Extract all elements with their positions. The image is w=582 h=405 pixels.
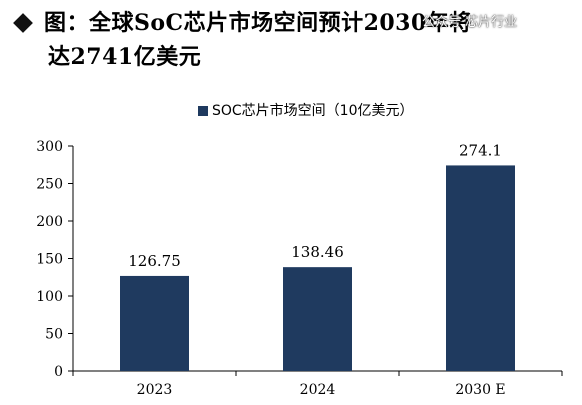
- y-tick-label: 200: [36, 214, 63, 230]
- legend-swatch: [198, 106, 208, 116]
- y-tick-label: 0: [54, 364, 63, 380]
- x-tick-label: 2030 E: [455, 382, 505, 398]
- watermark: 公众号·芯片行业: [422, 15, 518, 30]
- x-tick-label: 2023: [137, 382, 173, 398]
- y-tick-label: 100: [36, 289, 63, 305]
- chart-title-line2: 达2741亿美元: [48, 44, 202, 70]
- bar-value-label: 138.46: [291, 243, 344, 261]
- bar-value-label: 126.75: [128, 252, 181, 270]
- bar-value-label: 274.1: [459, 141, 502, 159]
- chart-title: 图：全球SoC芯片市场空间预计2030年将 达2741亿美元: [8, 6, 578, 74]
- bar: [446, 165, 515, 371]
- legend-label: SOC芯片市场空间（10亿美元）: [212, 103, 414, 119]
- y-tick-label: 50: [45, 327, 63, 343]
- legend: SOC芯片市场空间（10亿美元）: [198, 100, 414, 120]
- bar: [283, 267, 352, 371]
- y-tick-label: 250: [36, 177, 63, 193]
- y-tick-label: 300: [36, 139, 63, 155]
- y-tick-label: 150: [36, 252, 63, 268]
- chart-title-line1: 图：全球SoC芯片市场空间预计2030年将: [44, 10, 472, 36]
- x-tick-label: 2024: [300, 382, 336, 398]
- bar: [120, 275, 189, 371]
